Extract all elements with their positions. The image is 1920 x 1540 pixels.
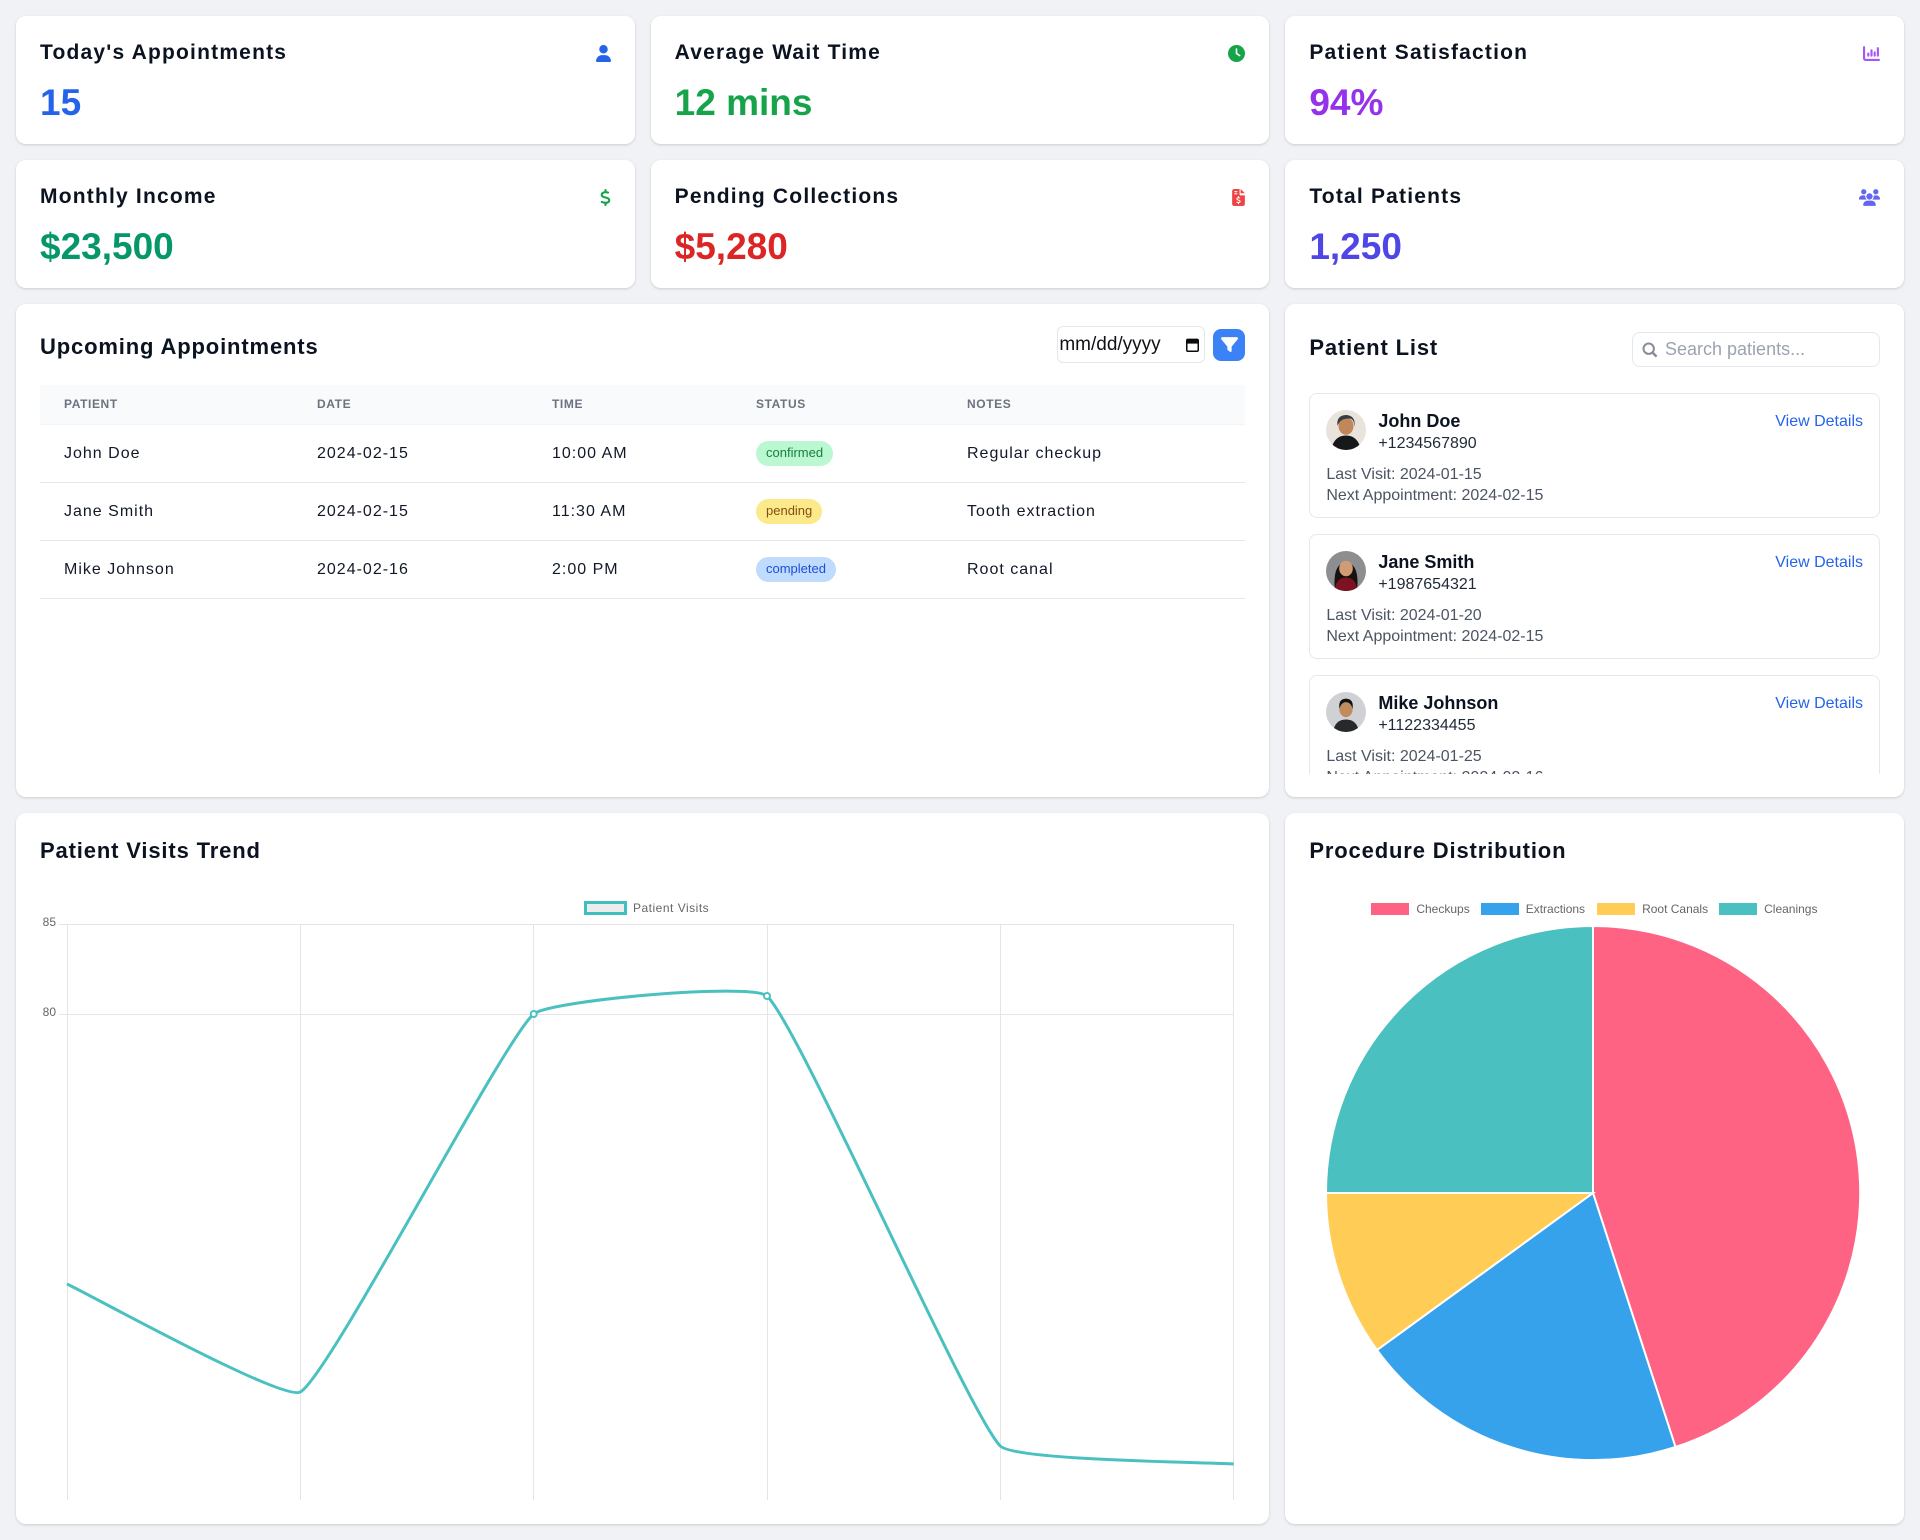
svg-text:85: 85 (43, 915, 57, 929)
svg-text:80: 80 (43, 1005, 57, 1019)
